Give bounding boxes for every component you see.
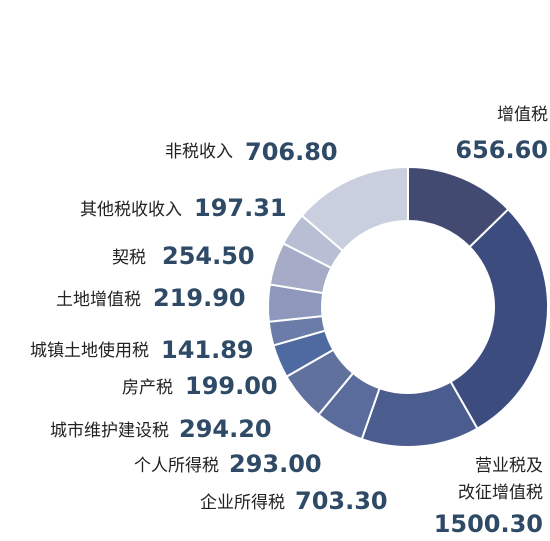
category-label: 城市维护建设税 — [50, 421, 169, 441]
category-label: 契税 — [112, 248, 146, 268]
category-label: 土地增值税 — [56, 290, 141, 310]
category-label: 房产税 — [122, 378, 173, 398]
category-label: 营业税及 — [475, 456, 543, 476]
value-label: 141.89 — [161, 336, 254, 364]
value-label: 294.20 — [179, 415, 272, 443]
value-label: 293.00 — [229, 450, 322, 478]
slice-group — [267, 165, 549, 448]
category-label: 企业所得税 — [200, 493, 285, 513]
value-label: 703.30 — [295, 487, 388, 515]
donut-slice — [449, 207, 549, 430]
value-label: 706.80 — [245, 138, 338, 166]
value-label: 219.90 — [153, 284, 246, 312]
donut-slice — [300, 165, 409, 253]
category-label: 其他税收收入 — [80, 200, 182, 220]
value-label: 1500.30 — [434, 510, 543, 537]
category-label: 非税收入 — [165, 142, 233, 162]
value-label: 199.00 — [185, 372, 278, 400]
category-label: 改征增值税 — [458, 483, 543, 503]
category-label: 个人所得税 — [134, 456, 219, 476]
value-label: 254.50 — [162, 242, 255, 270]
value-label: 656.60 — [455, 136, 548, 164]
category-label: 增值税 — [497, 105, 548, 125]
category-label: 城镇土地使用税 — [30, 340, 149, 361]
value-label: 197.31 — [194, 194, 287, 222]
